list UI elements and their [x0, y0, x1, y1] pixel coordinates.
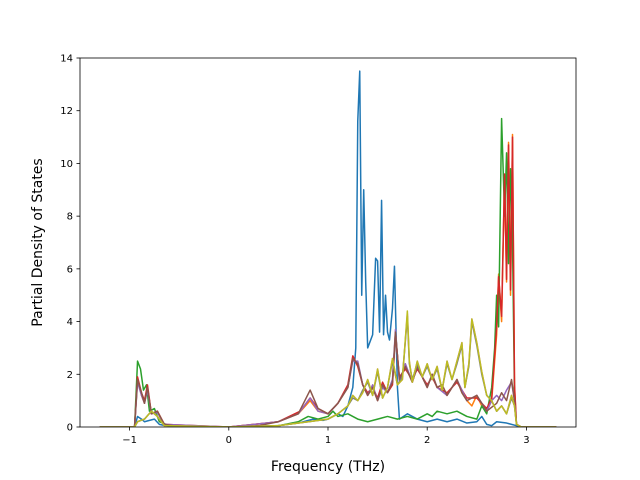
y-tick-label: 6 — [67, 264, 73, 275]
y-tick-label: 0 — [67, 423, 73, 434]
x-axis-ticks: −1 0 1 2 3 — [122, 427, 530, 446]
x-tick-label: −1 — [122, 435, 137, 446]
x-tick-label: 1 — [325, 435, 331, 446]
y-tick-label: 4 — [67, 317, 73, 328]
y-tick-label: 8 — [67, 212, 73, 223]
series-line-9 — [99, 310, 557, 427]
x-tick-label: 3 — [523, 435, 529, 446]
y-axis-label: Partial Density of States — [30, 158, 46, 326]
x-tick-label: 0 — [226, 435, 232, 446]
x-axis-label: Frequency (THz) — [271, 459, 385, 475]
y-tick-label: 2 — [67, 370, 73, 381]
x-tick-label: 2 — [424, 435, 430, 446]
y-tick-label: 14 — [60, 54, 73, 65]
y-tick-label: 10 — [60, 159, 73, 170]
y-axis-ticks: 0 2 4 6 8 10 12 14 — [60, 54, 80, 434]
series-line-3 — [99, 117, 557, 427]
y-tick-label: 12 — [60, 106, 73, 117]
